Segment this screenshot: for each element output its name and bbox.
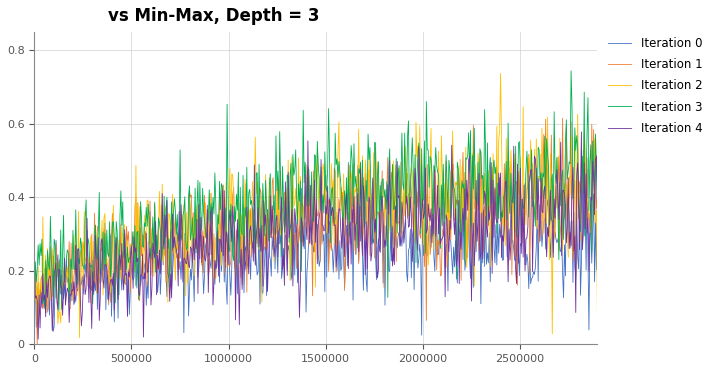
Iteration 0 [130, 275, 139, 280]
Iteration 1 [176, 217, 184, 221]
Iteration 3 [30, 298, 39, 302]
Line: Iteration 3: Iteration 3 [34, 71, 598, 311]
Iteration 0 [418, 333, 426, 337]
Iteration 4 [407, 212, 416, 217]
Iteration 3 [286, 174, 294, 178]
Text: vs Min-Max, Depth = 3: vs Min-Max, Depth = 3 [108, 7, 319, 25]
Line: Iteration 4: Iteration 4 [34, 132, 598, 339]
Iteration 3 [131, 223, 139, 228]
Iteration 4 [176, 256, 184, 260]
Iteration 4 [286, 227, 294, 231]
Iteration 1 [131, 205, 139, 209]
Iteration 0 [579, 148, 588, 152]
Iteration 1 [593, 186, 602, 191]
Iteration 1 [30, 249, 39, 253]
Iteration 0 [175, 266, 183, 271]
Iteration 2 [286, 278, 294, 283]
Iteration 0 [285, 248, 293, 252]
Iteration 4 [455, 282, 463, 286]
Iteration 3 [567, 69, 575, 73]
Iteration 4 [363, 267, 371, 271]
Iteration 2 [176, 220, 184, 225]
Iteration 3 [455, 183, 463, 187]
Line: Iteration 0: Iteration 0 [34, 150, 598, 335]
Iteration 1 [33, 342, 41, 347]
Iteration 2 [30, 273, 39, 278]
Iteration 0 [362, 278, 371, 282]
Iteration 2 [455, 194, 463, 199]
Iteration 2 [363, 191, 371, 195]
Line: Iteration 2: Iteration 2 [34, 73, 598, 338]
Iteration 1 [286, 241, 294, 246]
Iteration 3 [593, 201, 602, 206]
Iteration 3 [363, 199, 371, 203]
Iteration 0 [593, 186, 602, 190]
Iteration 1 [455, 221, 463, 226]
Iteration 0 [406, 227, 415, 232]
Iteration 2 [496, 71, 505, 76]
Iteration 4 [34, 337, 42, 341]
Iteration 3 [407, 164, 416, 168]
Iteration 2 [407, 164, 416, 169]
Iteration 4 [593, 204, 602, 209]
Line: Iteration 1: Iteration 1 [34, 118, 598, 344]
Iteration 0 [30, 267, 39, 272]
Iteration 4 [30, 267, 39, 271]
Iteration 3 [54, 309, 63, 313]
Iteration 1 [363, 246, 371, 251]
Iteration 2 [75, 335, 84, 340]
Legend: Iteration 0, Iteration 1, Iteration 2, Iteration 3, Iteration 4: Iteration 0, Iteration 1, Iteration 2, I… [603, 32, 707, 139]
Iteration 1 [558, 116, 567, 121]
Iteration 2 [593, 313, 602, 318]
Iteration 1 [407, 188, 416, 193]
Iteration 2 [131, 260, 139, 265]
Iteration 4 [131, 250, 139, 255]
Iteration 0 [455, 233, 463, 237]
Iteration 4 [577, 130, 585, 134]
Iteration 3 [176, 148, 184, 152]
